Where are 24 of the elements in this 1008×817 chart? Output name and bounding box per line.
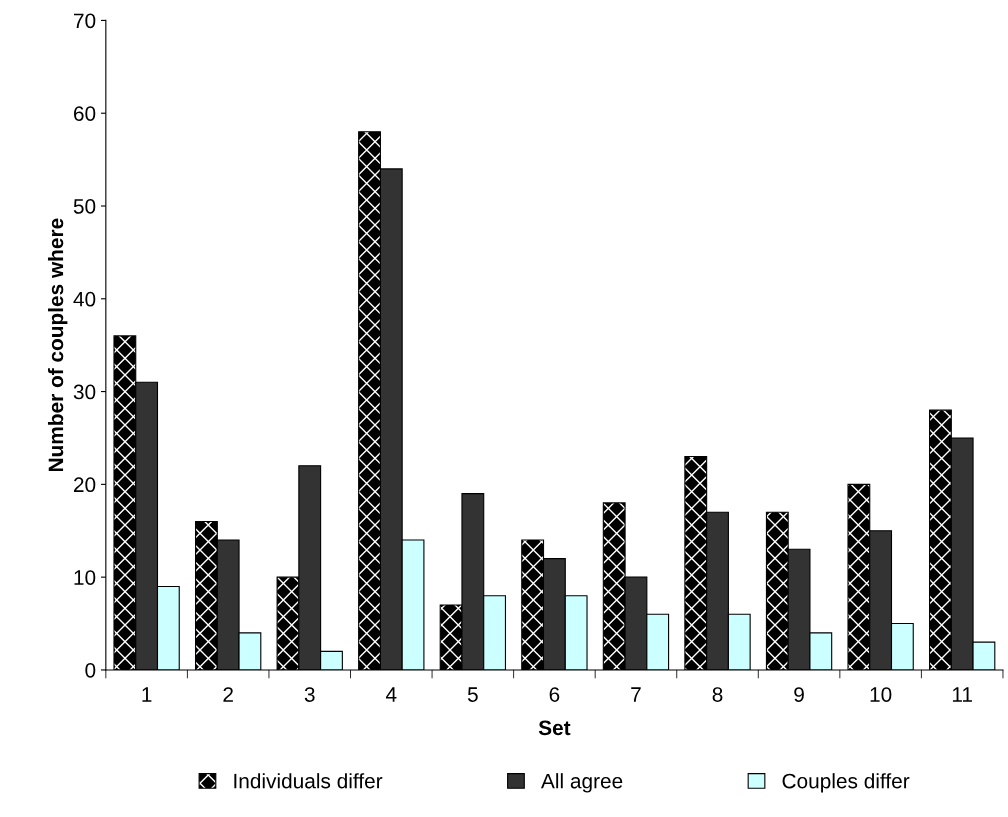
x-tick-label: 3 <box>304 687 315 702</box>
x-tick-label: 1 <box>142 687 152 702</box>
y-tick-label: 70 <box>74 13 96 29</box>
x-tick-label: 6 <box>549 687 560 702</box>
y-tick-label: 20 <box>74 477 96 493</box>
x-tick-label: 4 <box>385 687 397 702</box>
x-tick-label: 10 <box>870 687 892 702</box>
x-axis-title: Set <box>538 720 571 736</box>
legend-label: Couples differ <box>782 773 910 793</box>
y-tick-label: 10 <box>74 570 96 585</box>
legend-label: All agree <box>541 773 623 793</box>
y-tick-label: 50 <box>73 199 96 214</box>
legend-label: Individuals differ <box>234 773 383 789</box>
x-tick-label: 9 <box>794 687 804 702</box>
y-tick-label: 60 <box>74 106 96 121</box>
y-axis-title: Number of couples where <box>47 218 68 472</box>
x-tick-label: 2 <box>223 687 233 702</box>
x-tick-label: 5 <box>467 687 478 702</box>
y-tick-label: 40 <box>73 291 96 307</box>
x-tick-label: 8 <box>712 687 723 702</box>
x-tick-label: 7 <box>631 687 641 702</box>
x-tick-label: 11 <box>952 687 972 702</box>
y-tick-label: 30 <box>73 384 96 400</box>
y-tick-label: 0 <box>85 662 96 678</box>
